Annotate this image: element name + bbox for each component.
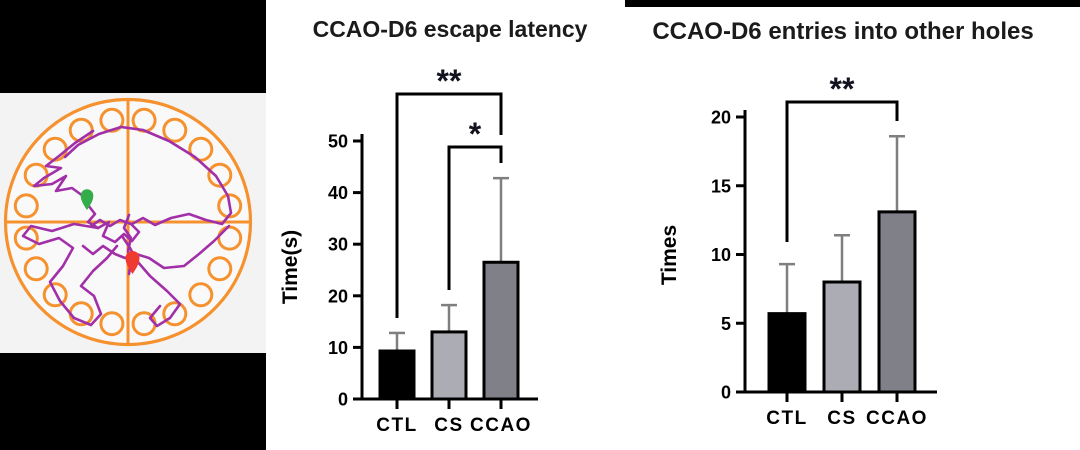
maze-hole	[162, 117, 188, 143]
chart-title-escape-latency: CCAO-D6 escape latency	[312, 16, 588, 42]
chart-title-entries-other-holes: CCAO-D6 entries into other holes	[652, 18, 1034, 45]
sig-bracket-CS-CCAO	[447, 145, 503, 290]
bar-CTL	[767, 312, 807, 394]
mouse-track-stroke-0	[63, 125, 233, 227]
maze-panel	[0, 93, 266, 353]
maze-hole	[42, 282, 68, 308]
y-tick-label-30: 30	[328, 235, 348, 255]
y-tick-label-50: 50	[328, 132, 348, 152]
mouse-track-stroke-2	[21, 222, 119, 327]
start-marker	[125, 251, 140, 274]
mouse-track-stroke-4	[81, 224, 231, 270]
maze-hole	[13, 225, 39, 251]
mouse-track-stroke-1	[32, 129, 141, 244]
x-category-label-CCAO: CCAO	[866, 408, 928, 429]
maze-hole	[99, 107, 125, 133]
sig-stars-CTL-CCAO: **	[830, 71, 855, 107]
y-tick-label-20: 20	[328, 286, 348, 306]
y-axis-label: Time(s)	[279, 230, 302, 304]
maze-bottom-mask	[0, 353, 266, 450]
x-category-label-CTL: CTL	[766, 408, 807, 429]
target-hole-marker	[80, 189, 94, 210]
maze-hole	[23, 256, 49, 282]
sig-bracket-CTL-CCAO	[785, 100, 899, 242]
y-tick-label-40: 40	[328, 183, 348, 203]
maze-hole	[99, 311, 125, 337]
y-tick-label-15: 15	[711, 176, 731, 196]
y-axis-label: Times	[658, 225, 681, 285]
y-tick-label-20: 20	[711, 108, 731, 128]
y-tick-label-0: 0	[338, 390, 348, 410]
maze-top-mask	[0, 0, 266, 93]
sig-stars-CTL-CCAO: **	[437, 63, 462, 99]
bar-CCAO	[877, 210, 917, 394]
bar-CS	[430, 330, 468, 401]
maze-hole	[217, 193, 243, 219]
x-category-label-CCAO: CCAO	[470, 415, 532, 436]
x-category-label-CTL: CTL	[376, 415, 417, 436]
bar-CS	[822, 280, 862, 394]
y-tick-label-0: 0	[721, 383, 731, 403]
x-category-label-CS: CS	[827, 408, 856, 429]
maze-hole	[188, 282, 214, 308]
maze-hole	[207, 162, 233, 188]
barnes-maze-plot	[3, 97, 253, 347]
sig-bracket-CTL-CCAO	[395, 92, 503, 318]
maze-hole	[162, 301, 188, 327]
maze-hole	[188, 136, 214, 162]
maze-hole	[13, 193, 39, 219]
maze-hole	[207, 256, 233, 282]
right-top-mask	[625, 0, 1080, 7]
chart-1: 0 5 10 15 20 Times CTL CS CCAO **	[658, 71, 937, 429]
bar-CTL	[378, 349, 416, 401]
y-tick-label-10: 10	[328, 338, 348, 358]
x-category-label-CS: CS	[434, 415, 463, 436]
bar-CCAO	[482, 260, 520, 401]
sig-stars-CS-CCAO: *	[469, 116, 482, 152]
chart-0: 0 10 20 30 40 50 Time(s) CTL CS CCAO ***	[279, 63, 538, 436]
y-tick-label-5: 5	[721, 314, 731, 334]
y-tick-label-10: 10	[711, 245, 731, 265]
